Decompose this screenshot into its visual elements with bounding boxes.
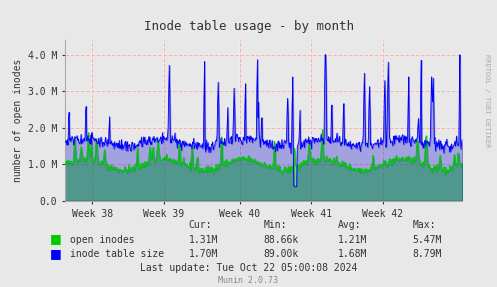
Text: Max:: Max: bbox=[413, 220, 436, 230]
Text: Min:: Min: bbox=[263, 220, 287, 230]
Text: Munin 2.0.73: Munin 2.0.73 bbox=[219, 276, 278, 285]
Text: 89.00k: 89.00k bbox=[263, 249, 299, 259]
Text: 1.21M: 1.21M bbox=[338, 234, 367, 245]
Text: 8.79M: 8.79M bbox=[413, 249, 442, 259]
Y-axis label: number of open inodes: number of open inodes bbox=[13, 59, 23, 182]
Text: ■: ■ bbox=[50, 247, 62, 260]
Text: RRDTOOL / TOBI OETIKER: RRDTOOL / TOBI OETIKER bbox=[484, 54, 490, 147]
Text: ■: ■ bbox=[50, 232, 62, 245]
Text: 1.68M: 1.68M bbox=[338, 249, 367, 259]
Text: 88.66k: 88.66k bbox=[263, 234, 299, 245]
Text: Avg:: Avg: bbox=[338, 220, 361, 230]
Text: Inode table usage - by month: Inode table usage - by month bbox=[144, 20, 353, 33]
Text: 1.70M: 1.70M bbox=[189, 249, 218, 259]
Text: Cur:: Cur: bbox=[189, 220, 212, 230]
Text: open inodes: open inodes bbox=[70, 234, 134, 245]
Text: Last update: Tue Oct 22 05:00:08 2024: Last update: Tue Oct 22 05:00:08 2024 bbox=[140, 263, 357, 273]
Text: inode table size: inode table size bbox=[70, 249, 164, 259]
Text: 1.31M: 1.31M bbox=[189, 234, 218, 245]
Text: 5.47M: 5.47M bbox=[413, 234, 442, 245]
